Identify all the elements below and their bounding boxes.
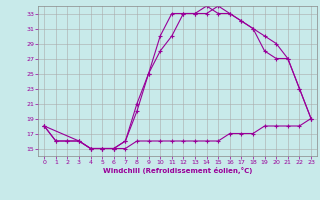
X-axis label: Windchill (Refroidissement éolien,°C): Windchill (Refroidissement éolien,°C)	[103, 167, 252, 174]
